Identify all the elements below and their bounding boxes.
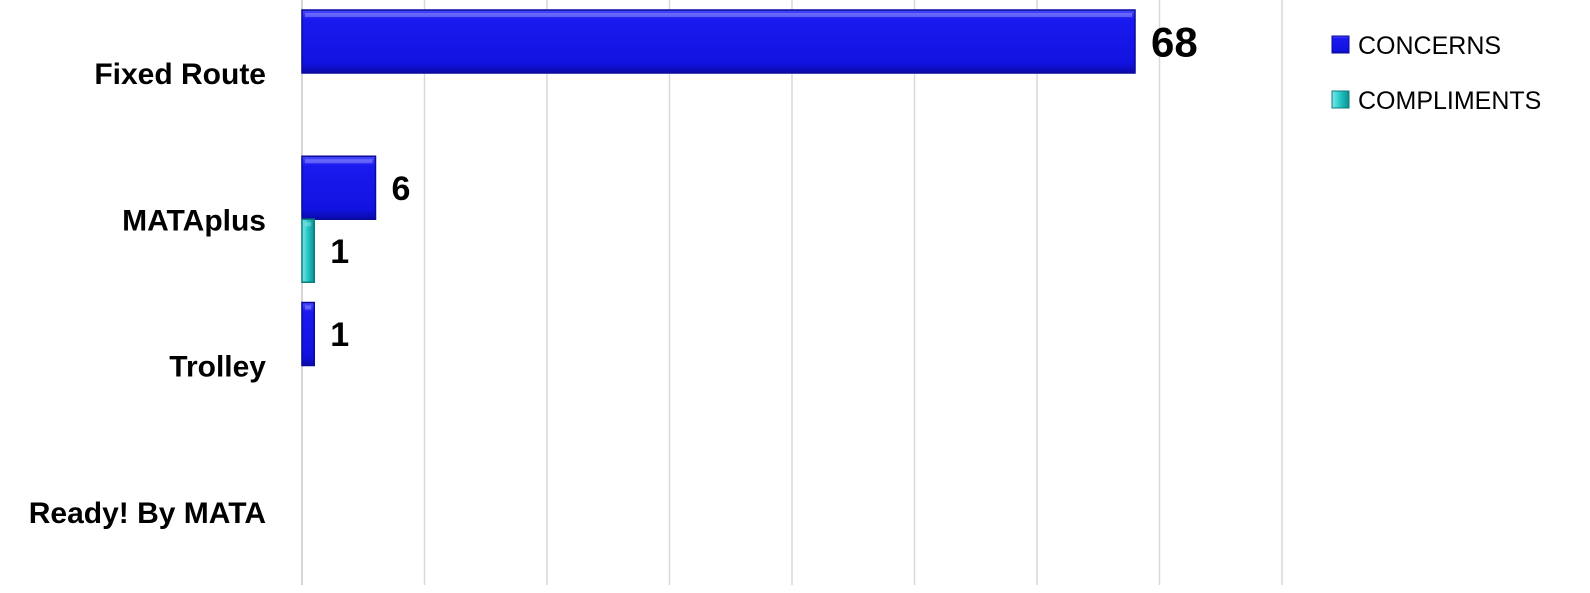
data-label-concerns-mataplus: 6 [392,170,411,208]
data-label-concerns-trolley: 1 [330,316,349,354]
legend: CONCERNS COMPLIMENTS [1331,32,1541,115]
bars [301,9,1136,367]
bar-compliments-mataplus [301,218,315,283]
legend-label-concerns: CONCERNS [1358,32,1501,60]
data-label-concerns-fixed-route: 68 [1151,19,1198,66]
category-label-ready-by-mata: Ready! By MATA [29,497,266,530]
gridlines [301,0,1283,585]
category-label-mataplus: MATAplus [122,204,266,237]
data-labels: 68 6 1 1 [330,19,1197,355]
data-label-compliments-mataplus: 1 [330,233,349,271]
bar-bevel [305,159,373,164]
bar-bevel [305,222,312,227]
category-label-fixed-route: Fixed Route [94,58,266,91]
category-label-trolley: Trolley [169,351,266,384]
category-labels: Fixed Route MATAplus Trolley Ready! By MATA [29,58,267,530]
bar-concerns-mataplus [301,155,377,220]
bar-concerns-fixed-route [301,9,1136,74]
legend-swatch-compliments [1331,90,1350,109]
legend-label-compliments: COMPLIMENTS [1358,87,1541,115]
bar-bevel [305,305,312,310]
bar-concerns-trolley [301,301,315,367]
legend-swatch-concerns [1331,35,1350,54]
bar-bevel [305,13,1132,17]
